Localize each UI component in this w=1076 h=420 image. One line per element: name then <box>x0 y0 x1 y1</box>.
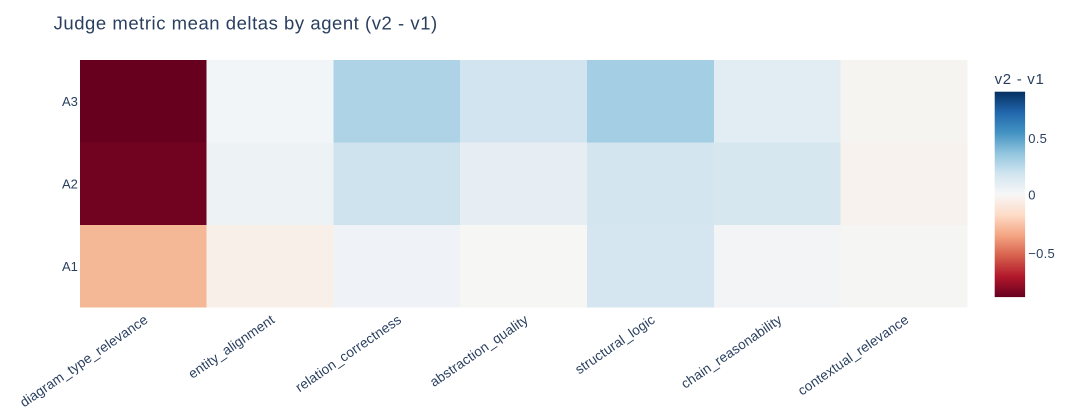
svg-text:A1: A1 <box>62 259 78 274</box>
svg-text:0: 0 <box>1028 188 1036 203</box>
svg-text:v2 - v1: v2 - v1 <box>995 71 1045 88</box>
svg-text:A2: A2 <box>62 177 78 192</box>
svg-text:0.5: 0.5 <box>1028 131 1047 146</box>
svg-text:−0.5: −0.5 <box>1028 246 1055 261</box>
svg-text:Judge metric mean deltas by ag: Judge metric mean deltas by agent (v2 - … <box>54 12 438 33</box>
svg-text:A3: A3 <box>62 94 78 109</box>
